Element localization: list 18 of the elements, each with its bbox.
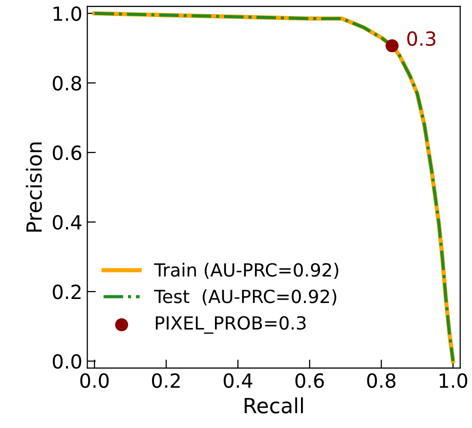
legend-label: PIXEL_PROB=0.3 [156,316,306,334]
annotation: 0.3 [407,31,436,46]
y-tick-label: 0.0 [52,354,82,369]
y-axis-title: Precision [26,142,42,232]
x-tick-label: 0.6 [295,373,324,388]
legend-label: Test (AU-PRC=0.92) [154,289,336,306]
x-tick-label: 0.8 [367,373,396,388]
x-tick-label: 1.0 [440,373,468,388]
x-tick-label: 0.2 [152,373,180,388]
y-tick-label: 1.0 [54,6,82,22]
y-tick-label: 0.8 [52,76,82,91]
x-tick-label: 0.4 [224,373,252,388]
y-tick-label: 0.4 [52,214,82,230]
y-tick-label: 0.2 [52,284,81,300]
legend-label: Train (AU-PRC=0.92) [154,262,338,279]
x-axis-title: Recall [244,397,303,414]
y-tick-label: 0.6 [52,145,82,160]
x-tick-label: 0.0 [80,373,109,388]
